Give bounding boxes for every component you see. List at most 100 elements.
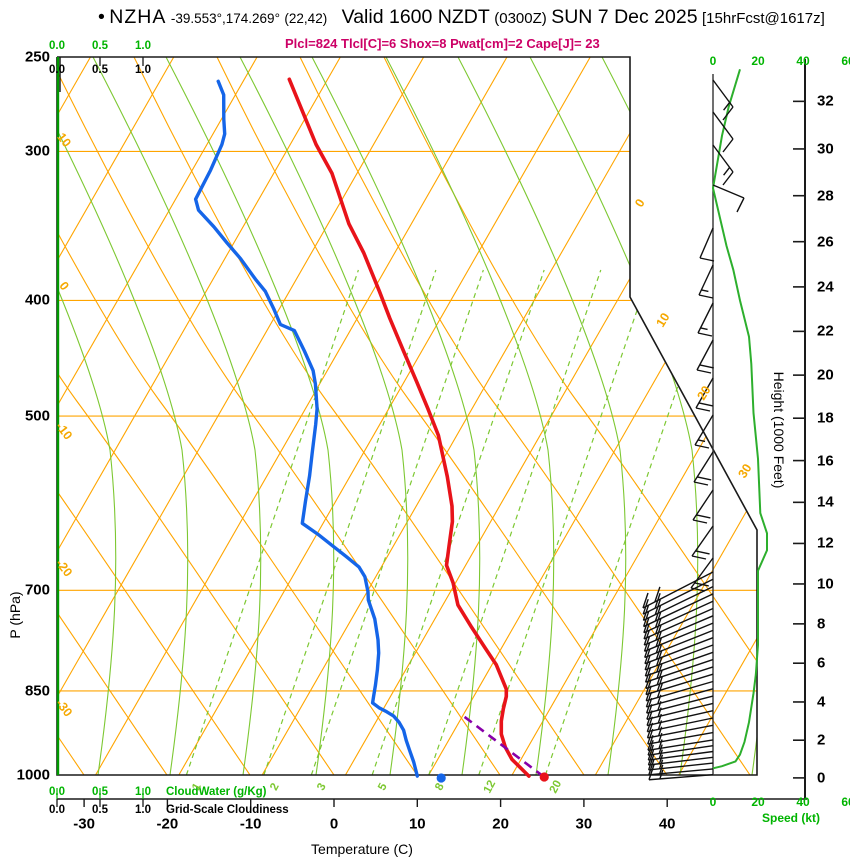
wind-barb-feather xyxy=(701,289,709,293)
height-tick-label: 12 xyxy=(817,534,834,552)
cloudwater-axis-title: CloudWater (g/Kg) xyxy=(166,786,267,798)
pressure-tick-label: 400 xyxy=(24,291,50,309)
speed-tick-label-bottom: 40 xyxy=(796,795,810,809)
wind-barb-shaft xyxy=(694,414,714,446)
wind-barb-feather xyxy=(656,669,663,685)
cloudiness-axis-title: Grid-Scale Cloudiness xyxy=(166,804,289,816)
mixing-ratio-line xyxy=(544,269,718,775)
wind-barb-feather xyxy=(691,555,707,560)
wind-barb-feather xyxy=(645,673,652,689)
wind-barb-shaft xyxy=(644,644,714,671)
height-tick-label: 20 xyxy=(817,366,834,384)
wind-barb-feather xyxy=(693,481,709,486)
wind-barb-feather xyxy=(723,101,731,111)
pressure-tick-label: 300 xyxy=(24,142,50,160)
moist-adiabat-line xyxy=(165,57,335,775)
wind-barb-feather xyxy=(698,294,714,299)
wind-barb-shaft xyxy=(645,651,714,677)
isotherm-line xyxy=(95,57,508,775)
temperature-tick-label: 20 xyxy=(492,815,509,833)
background-grid xyxy=(57,57,757,775)
valid-date: SUN 7 Dec 2025 xyxy=(551,6,698,28)
wind-barb-feather xyxy=(644,648,651,664)
wind-barb-shaft xyxy=(648,762,714,771)
height-tick-label: 8 xyxy=(817,615,826,633)
plot-frame xyxy=(56,56,807,807)
wind-barb-shaft xyxy=(697,302,714,334)
temperature-tick-label: 30 xyxy=(575,815,593,833)
moist-adiabat-line xyxy=(57,57,189,775)
wind-barb-shaft xyxy=(698,264,714,296)
wind-barb-feather xyxy=(643,636,651,652)
wind-barb-feather xyxy=(646,704,653,720)
wind-barb-feather xyxy=(700,327,708,331)
wind-barb-feather xyxy=(646,722,654,739)
dry-adiabat-line xyxy=(57,57,168,775)
height-tick-label: 14 xyxy=(817,493,834,511)
wind-barb-feather xyxy=(655,624,662,641)
isotherm-line xyxy=(678,57,757,775)
dry-adiabat-line xyxy=(57,57,418,775)
moist-adiabat-line xyxy=(92,57,262,775)
wind-barb-shaft xyxy=(647,724,714,739)
wind-barb-feather xyxy=(655,637,662,654)
wind-barb-feather xyxy=(647,749,655,766)
wind-barb-feather xyxy=(643,617,650,633)
wind-barb-shaft xyxy=(644,629,714,659)
wind-barb-shaft xyxy=(643,585,714,622)
wind-barb-feather xyxy=(657,726,663,736)
cloudwater-scale-label-top: 1.0 xyxy=(135,40,151,52)
wind-barb-feather xyxy=(643,623,650,640)
wind-barb-shaft xyxy=(642,578,714,615)
wind-barb-feather xyxy=(696,514,711,519)
wind-barb-feather xyxy=(644,654,651,671)
wind-barb-feather xyxy=(697,332,713,337)
wind-barb-feather xyxy=(697,439,706,443)
wind-barb-shaft xyxy=(646,710,714,727)
wind-barb-feather xyxy=(642,605,650,621)
station-id: NZHA xyxy=(109,6,167,28)
height-tick-label: 10 xyxy=(817,575,834,593)
wind-barb-feather xyxy=(654,605,662,622)
isotherm-line xyxy=(57,57,175,775)
mixing-ratio-line xyxy=(185,269,359,775)
wind-barb-shaft xyxy=(691,525,714,557)
wind-barb-shaft xyxy=(646,695,714,714)
isotherm-line xyxy=(178,57,591,775)
mixing-ratio-line xyxy=(263,269,437,775)
height-tick-label: 26 xyxy=(817,233,834,251)
wind-barb-shaft xyxy=(712,111,734,140)
wind-barb-shaft xyxy=(699,227,714,259)
chart-title: • NZHA -39.553°,174.269° (22,42) Valid 1… xyxy=(98,6,825,32)
wind-barb-feather xyxy=(656,650,663,666)
station-bullet-icon: • xyxy=(98,6,105,28)
wind-barb-feather xyxy=(736,197,745,213)
wind-barb-feather xyxy=(659,764,664,775)
pressure-tick-label: 500 xyxy=(24,407,50,425)
wind-barbs xyxy=(642,79,745,781)
wind-barb-shaft xyxy=(644,637,714,665)
wind-barb-feather xyxy=(657,707,662,717)
wind-barb-shaft xyxy=(693,451,714,483)
height-tick-label: 28 xyxy=(817,187,834,205)
wind-barb-feather xyxy=(658,744,663,754)
wind-barb-feather xyxy=(695,550,710,555)
dewpoint-curve xyxy=(193,79,419,778)
cloudwater-scale-label-top: 0.5 xyxy=(92,40,108,52)
speed-tick-label-bottom: 20 xyxy=(751,795,765,809)
dry-adiabat-line xyxy=(57,57,501,775)
wind-barb-feather xyxy=(656,675,664,692)
wind-barb-shaft xyxy=(646,680,714,702)
wind-barb-feather xyxy=(655,644,663,660)
wind-barb-feather xyxy=(659,769,664,780)
wind-barb-shaft xyxy=(648,756,714,766)
parcel-path-dashed xyxy=(460,713,545,778)
cloudiness-scale-label-bottom: 1.0 xyxy=(135,804,151,816)
cloudwater-scale-label-bottom: 0.0 xyxy=(49,786,65,798)
pressure-axis-title: P (hPa) xyxy=(7,591,23,639)
wind-barb-feather xyxy=(654,593,661,609)
isotherm-line xyxy=(57,57,425,775)
wind-barb-feather xyxy=(654,586,661,603)
wind-barb-feather xyxy=(646,716,653,732)
